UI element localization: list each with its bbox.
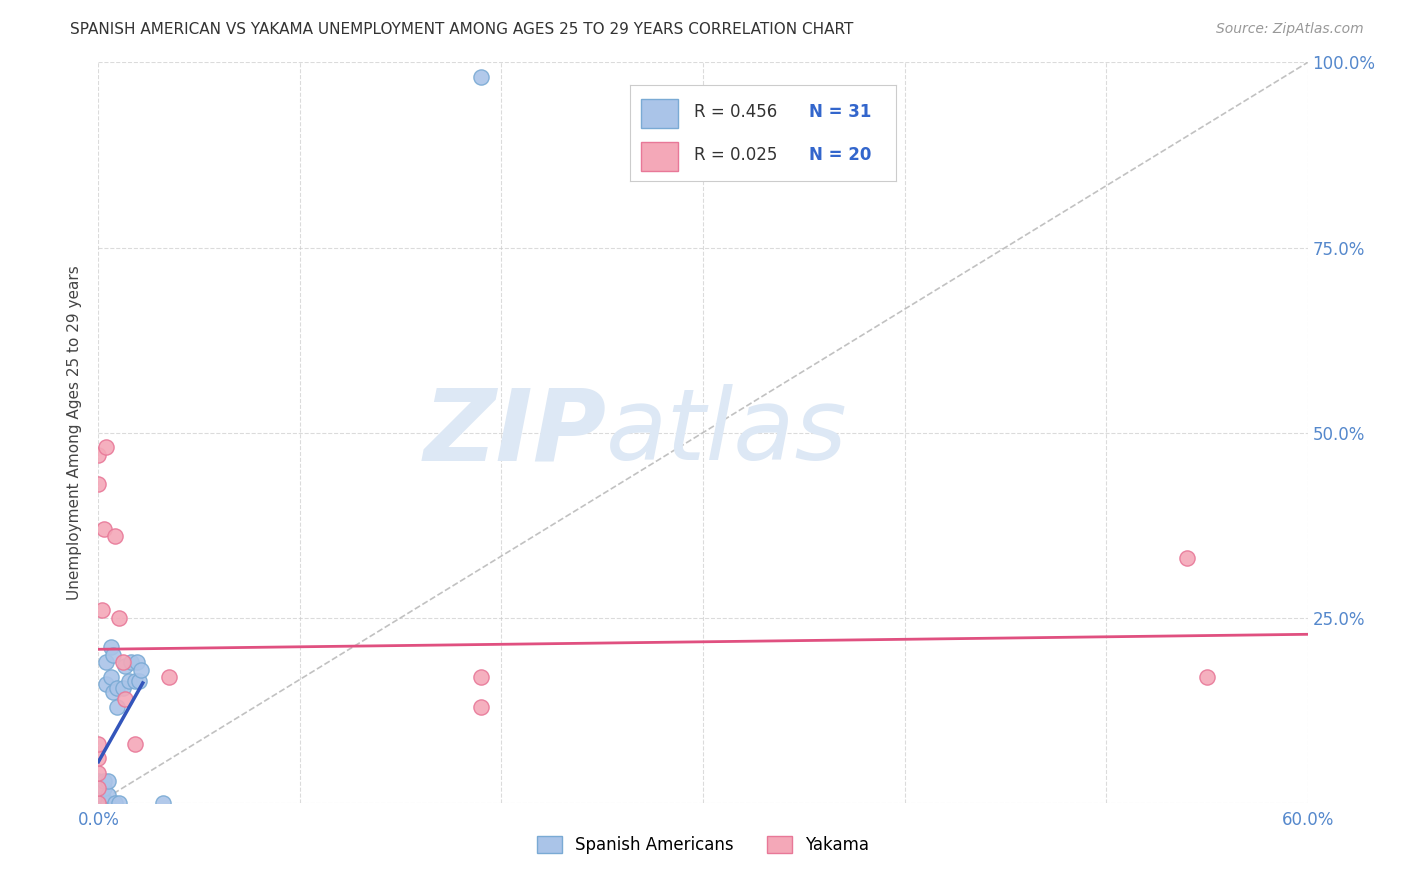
Y-axis label: Unemployment Among Ages 25 to 29 years: Unemployment Among Ages 25 to 29 years	[67, 265, 83, 600]
Point	[470, 670, 492, 684]
Point	[107, 610, 129, 624]
Point	[96, 677, 118, 691]
Legend: Spanish Americans, Yakama: Spanish Americans, Yakama	[530, 830, 876, 861]
Point	[111, 681, 134, 695]
Text: Source: ZipAtlas.com: Source: ZipAtlas.com	[1216, 22, 1364, 37]
Point	[87, 796, 110, 810]
Text: atlas: atlas	[606, 384, 848, 481]
Point	[100, 670, 122, 684]
Point	[93, 773, 115, 788]
Point	[87, 477, 110, 491]
Point	[97, 796, 120, 810]
Point	[97, 789, 120, 803]
Point	[103, 529, 125, 543]
Point	[129, 663, 152, 677]
Point	[124, 673, 146, 688]
Point	[114, 658, 136, 673]
Point	[87, 751, 110, 765]
Point	[87, 780, 110, 795]
Point	[96, 441, 118, 455]
Point	[118, 673, 141, 688]
Point	[87, 448, 110, 462]
Point	[103, 796, 125, 810]
Point	[470, 699, 492, 714]
Point	[120, 655, 142, 669]
Point	[125, 655, 148, 669]
Point	[111, 655, 134, 669]
Point	[93, 780, 115, 795]
Point	[470, 70, 492, 85]
Point	[91, 603, 114, 617]
Point	[107, 796, 129, 810]
Point	[87, 737, 110, 751]
Point	[87, 766, 110, 780]
Point	[97, 773, 120, 788]
Point	[91, 796, 114, 810]
Point	[152, 796, 174, 810]
Point	[100, 640, 122, 655]
Point	[1175, 551, 1198, 566]
Point	[114, 692, 136, 706]
Point	[93, 522, 115, 536]
Point	[128, 673, 150, 688]
Point	[105, 681, 128, 695]
Point	[87, 789, 110, 803]
Point	[96, 655, 118, 669]
Point	[101, 685, 124, 699]
Point	[87, 796, 110, 810]
Text: ZIP: ZIP	[423, 384, 606, 481]
Point	[157, 670, 180, 684]
Point	[1195, 670, 1218, 684]
Point	[101, 648, 124, 662]
Text: SPANISH AMERICAN VS YAKAMA UNEMPLOYMENT AMONG AGES 25 TO 29 YEARS CORRELATION CH: SPANISH AMERICAN VS YAKAMA UNEMPLOYMENT …	[70, 22, 853, 37]
Point	[87, 780, 110, 795]
Point	[105, 699, 128, 714]
Point	[124, 737, 146, 751]
Point	[91, 789, 114, 803]
Point	[87, 773, 110, 788]
